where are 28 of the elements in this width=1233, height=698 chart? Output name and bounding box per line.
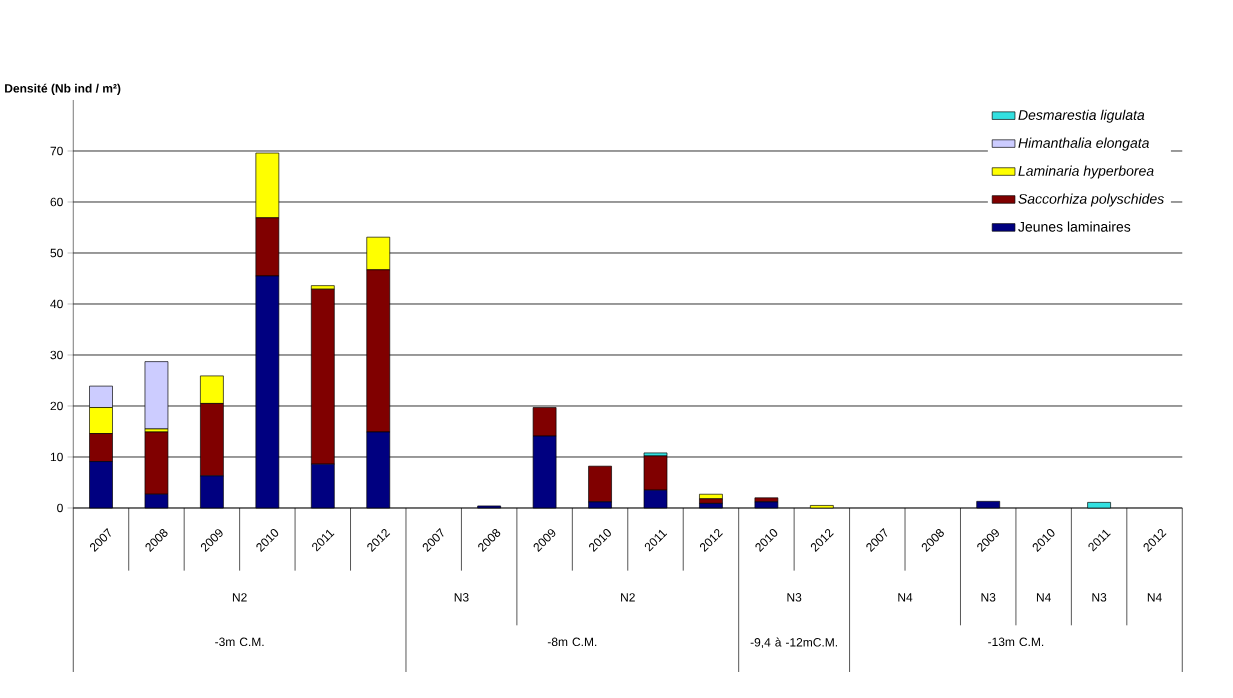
y-tick-label: 10 bbox=[50, 452, 63, 462]
text: N3 bbox=[454, 593, 469, 602]
text: N2 bbox=[232, 593, 247, 602]
legend-label: Jeunes laminaires bbox=[1018, 221, 1131, 232]
y-tick-label: 0 bbox=[57, 503, 63, 513]
legend-label: Laminaria hyperborea bbox=[1018, 165, 1154, 179]
text: N3 bbox=[981, 593, 996, 602]
y-tick-label: 70 bbox=[50, 146, 63, 156]
legend-label: Himanthalia elongata bbox=[1018, 137, 1149, 151]
y-tick-label: 30 bbox=[50, 350, 63, 360]
y-tick-label: 60 bbox=[50, 197, 63, 207]
text: N3 bbox=[787, 593, 802, 602]
text: -8m C.M. bbox=[547, 637, 597, 647]
text: N4 bbox=[898, 593, 913, 602]
text: -3m C.M. bbox=[215, 637, 264, 647]
text: N4 bbox=[1147, 593, 1162, 602]
y-axis-title: Densité (Nb ind / m²) bbox=[5, 83, 121, 95]
text: -13m C.M. bbox=[988, 637, 1044, 647]
text: N2 bbox=[621, 593, 635, 602]
text: -9,4 à -12mC.M. bbox=[750, 637, 838, 648]
legend-label: Saccorhiza polyschides bbox=[1018, 193, 1164, 207]
y-tick-label: 50 bbox=[50, 248, 63, 258]
y-tick-label: 40 bbox=[50, 299, 63, 309]
text: N3 bbox=[1092, 593, 1107, 602]
y-tick-label: 20 bbox=[50, 401, 63, 411]
text: N4 bbox=[1036, 593, 1051, 602]
legend-label: Desmarestia ligulata bbox=[1018, 109, 1145, 123]
bar bbox=[144, 361, 169, 430]
